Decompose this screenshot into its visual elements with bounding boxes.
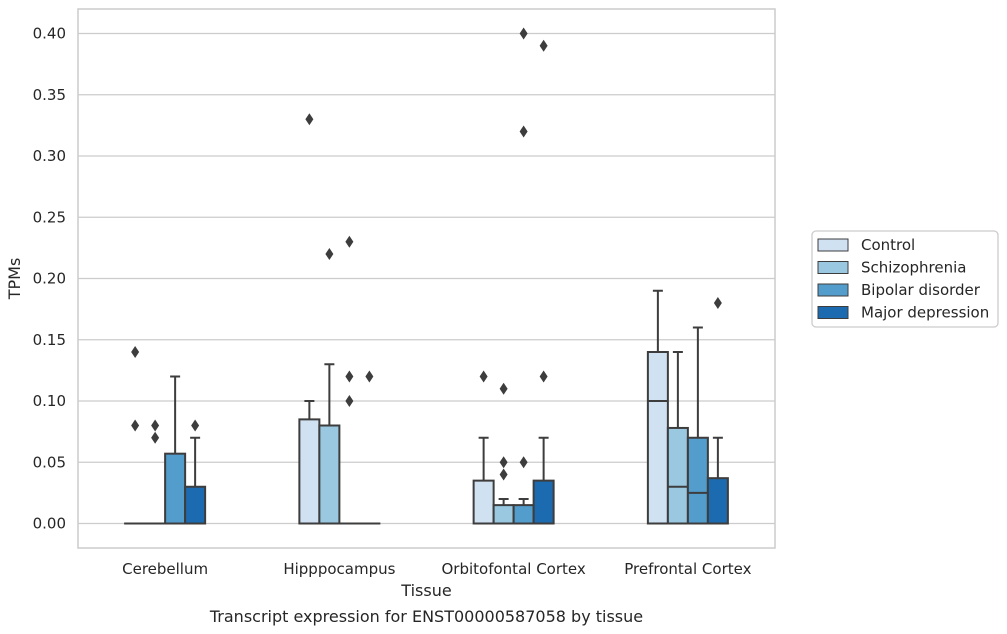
boxes bbox=[124, 27, 729, 525]
box bbox=[144, 419, 167, 525]
outlier-point bbox=[499, 456, 508, 469]
box bbox=[666, 351, 689, 525]
box-body bbox=[318, 424, 341, 525]
y-tick-label: 0.10 bbox=[33, 392, 66, 410]
box bbox=[358, 370, 381, 525]
box-body bbox=[686, 436, 709, 525]
outlier-point bbox=[131, 419, 140, 432]
outlier-point bbox=[519, 456, 528, 469]
legend-label: Bipolar disorder bbox=[861, 281, 981, 299]
box-body bbox=[512, 504, 535, 525]
box bbox=[492, 382, 515, 525]
y-tick-label: 0.25 bbox=[33, 208, 66, 226]
legend-swatch bbox=[817, 283, 849, 297]
outlier-point bbox=[479, 370, 488, 383]
box bbox=[298, 113, 321, 525]
plot-area-frame bbox=[77, 8, 776, 549]
y-axis-ticks: 0.00 0.05 0.10 0.15 0.20 0.25 0.30 0.35 0.40 bbox=[33, 25, 66, 533]
outlier-point bbox=[365, 370, 374, 383]
box bbox=[472, 370, 495, 525]
box-body bbox=[706, 477, 729, 525]
y-tick-label: 0.35 bbox=[33, 86, 66, 104]
box-body bbox=[666, 426, 689, 525]
y-tick-label: 0.40 bbox=[33, 25, 66, 43]
box bbox=[686, 326, 709, 525]
x-axis-ticks: Cerebellum Hipppocampus Orbitofontal Corte… bbox=[122, 560, 751, 578]
legend-frame bbox=[811, 230, 999, 328]
y-tick-label: 0.15 bbox=[33, 331, 66, 349]
box-body bbox=[492, 504, 515, 525]
box bbox=[164, 375, 187, 525]
outlier-point bbox=[345, 370, 354, 383]
outlier-point bbox=[499, 468, 508, 481]
outlier-point bbox=[519, 125, 528, 138]
outlier-point bbox=[325, 248, 334, 260]
box-body bbox=[646, 351, 669, 525]
y-axis-label: TPMs bbox=[5, 258, 24, 301]
outlier-point bbox=[499, 382, 508, 395]
box bbox=[532, 39, 555, 525]
outlier-point bbox=[539, 370, 548, 383]
box bbox=[646, 289, 669, 525]
y-tick-label: 0.30 bbox=[33, 147, 66, 165]
box bbox=[124, 346, 147, 525]
box bbox=[318, 248, 341, 525]
box-body bbox=[472, 479, 495, 525]
box bbox=[706, 297, 729, 525]
legend: Control Schizophrenia Bipolar disorder Majo… bbox=[811, 230, 999, 328]
x-axis-label: Tissue bbox=[400, 581, 451, 600]
x-tick-label: Orbitofontal Cortex bbox=[442, 560, 586, 578]
outlier-point bbox=[713, 297, 722, 309]
outlier-point bbox=[191, 419, 200, 432]
box-body bbox=[298, 418, 321, 525]
y-tick-label: 0.00 bbox=[33, 515, 66, 533]
outlier-point bbox=[151, 419, 160, 432]
legend-swatch bbox=[817, 238, 849, 252]
x-tick-label: Cerebellum bbox=[122, 560, 208, 578]
legend-label: Major depression bbox=[861, 304, 989, 322]
legend-swatch bbox=[817, 306, 849, 319]
x-tick-label: Prefrontal Cortex bbox=[624, 560, 751, 578]
outlier-point bbox=[131, 346, 140, 358]
outlier-point bbox=[539, 39, 548, 52]
box bbox=[184, 419, 207, 525]
chart-caption: Transcript expression for ENST0000058705… bbox=[209, 607, 643, 626]
box-body bbox=[532, 479, 555, 525]
outlier-point bbox=[305, 113, 314, 126]
x-tick-label: Hipppocampus bbox=[283, 560, 395, 578]
outlier-point bbox=[345, 235, 354, 248]
box bbox=[512, 27, 535, 525]
box bbox=[338, 235, 361, 525]
y-tick-label: 0.20 bbox=[33, 270, 66, 288]
box-body bbox=[184, 485, 207, 525]
legend-swatch bbox=[817, 261, 849, 274]
y-tick-label: 0.05 bbox=[33, 453, 66, 471]
legend-label: Schizophrenia bbox=[861, 259, 966, 277]
outlier-point bbox=[519, 27, 528, 40]
outlier-point bbox=[345, 395, 354, 407]
box-body bbox=[164, 452, 187, 525]
outlier-point bbox=[151, 431, 160, 444]
legend-label: Control bbox=[861, 236, 915, 254]
